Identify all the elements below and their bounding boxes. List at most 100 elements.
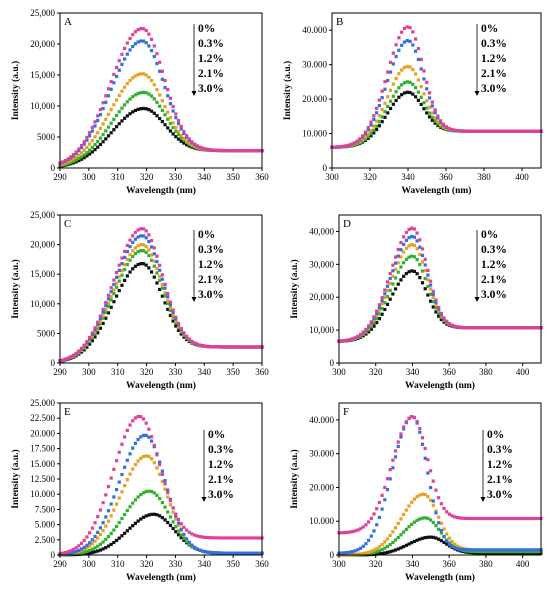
legend-entry: 0% (208, 429, 225, 441)
data-point (472, 326, 476, 330)
data-point (88, 544, 92, 548)
data-point (160, 469, 164, 473)
data-point (160, 479, 164, 484)
data-point (375, 321, 379, 325)
data-point (109, 531, 113, 536)
data-point (144, 236, 148, 240)
x-tick-label: 310 (111, 172, 125, 182)
data-point (514, 129, 518, 133)
panel-letter: F (343, 406, 349, 418)
data-point (106, 94, 111, 98)
data-point (174, 315, 178, 319)
data-point (98, 107, 102, 112)
data-point (160, 516, 164, 520)
data-point (414, 95, 418, 99)
data-point (125, 529, 129, 533)
data-point (410, 234, 414, 239)
data-point (131, 234, 135, 238)
data-point (340, 551, 344, 555)
data-point (158, 116, 162, 121)
data-point (190, 143, 194, 147)
data-point (144, 250, 148, 254)
data-point (174, 525, 178, 529)
data-point (133, 441, 138, 445)
data-point (106, 134, 111, 138)
data-point (144, 107, 148, 111)
data-point (63, 357, 67, 361)
data-point (106, 544, 111, 548)
data-point (391, 530, 395, 534)
legend-entry: 3.0% (208, 489, 234, 501)
data-point (198, 535, 202, 539)
data-point (249, 149, 253, 153)
data-point (106, 87, 111, 91)
data-point (388, 70, 393, 74)
data-point (174, 125, 178, 130)
data-point (425, 111, 429, 115)
series-0pct (58, 227, 264, 363)
y-tick-label: 40,000 (309, 226, 334, 236)
data-point (139, 243, 143, 247)
data-point (408, 39, 412, 43)
data-point (114, 538, 119, 543)
data-point (112, 300, 116, 304)
data-point (93, 326, 97, 330)
data-point (478, 129, 482, 133)
data-point (131, 467, 135, 471)
data-point (144, 454, 148, 458)
data-point (372, 321, 376, 325)
data-point (106, 485, 111, 489)
data-point (133, 252, 138, 256)
y-tick-label: 22.500 (30, 413, 55, 423)
data-point (141, 262, 146, 266)
data-point (112, 72, 116, 77)
data-point (504, 548, 508, 552)
x-tick-label: 300 (332, 367, 346, 377)
data-point (66, 157, 70, 161)
data-point (123, 255, 127, 259)
data-point (152, 111, 156, 115)
data-point (464, 129, 468, 133)
data-point (377, 103, 381, 108)
data-point (149, 258, 154, 262)
data-point (133, 264, 138, 268)
data-point (419, 95, 423, 99)
data-point (374, 106, 379, 110)
legend-entry: 1.2% (198, 259, 224, 271)
data-point (104, 300, 108, 305)
data-point (71, 547, 76, 552)
data-point (158, 263, 162, 267)
data-point (447, 126, 451, 131)
data-point (477, 516, 481, 521)
data-point (85, 151, 89, 155)
y-tick-label: 10,000 (309, 325, 334, 335)
data-point (77, 153, 81, 157)
data-point (82, 142, 86, 146)
data-point (410, 541, 414, 545)
data-point (123, 116, 127, 120)
data-point (98, 126, 102, 131)
data-point (249, 536, 253, 540)
data-point (488, 516, 492, 521)
data-point (407, 244, 411, 248)
data-point (230, 536, 234, 540)
data-point (404, 508, 408, 512)
data-point (425, 99, 429, 103)
data-point (152, 252, 156, 256)
data-point (155, 52, 159, 56)
data-point (356, 552, 360, 556)
data-point (420, 260, 425, 264)
data-point (377, 303, 381, 307)
data-point (493, 548, 497, 552)
data-point (499, 326, 503, 330)
data-point (447, 322, 452, 326)
data-point (96, 549, 100, 553)
panel-a: 290 300 310 320 330 340 350 360 0 5000 10,000 15,00… (10, 8, 269, 196)
data-point (96, 325, 100, 329)
data-point (238, 551, 243, 555)
data-point (426, 535, 430, 539)
data-point (397, 48, 401, 52)
data-point (149, 37, 154, 41)
data-point (171, 310, 175, 315)
data-point (374, 119, 379, 123)
